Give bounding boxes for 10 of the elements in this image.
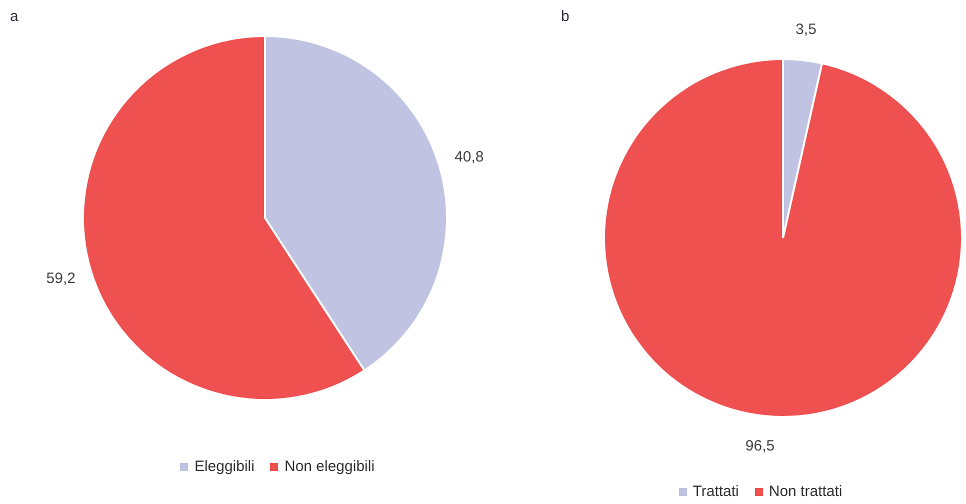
data-label: 59,2 <box>46 270 76 287</box>
data-label: 3,5 <box>796 20 816 38</box>
data-label: 96,5 <box>745 437 775 454</box>
chart-title: b <box>561 8 570 25</box>
legend-label: Non eleggibili <box>284 458 375 475</box>
legend-label: Non trattati <box>768 483 842 500</box>
legend-label: Eleggibili <box>194 458 254 475</box>
legend-label: Trattati <box>692 483 739 500</box>
chart-title: a <box>10 8 18 25</box>
data-label: 40,8 <box>454 148 484 166</box>
